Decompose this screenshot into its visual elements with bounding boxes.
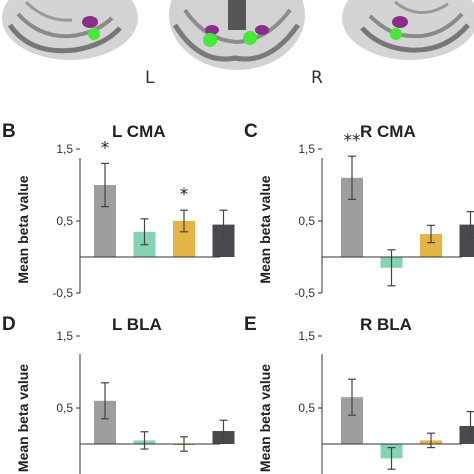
hemisphere-label-left: L	[145, 68, 155, 88]
y-tick-label: 1,5	[56, 329, 73, 343]
significance-marker: *	[101, 138, 110, 158]
y-tick-label: 1,5	[298, 329, 315, 343]
y-tick-label: 1,5	[298, 142, 315, 156]
bar	[94, 185, 116, 257]
brain-slice-left	[2, 0, 138, 60]
y-tick-label: 0,5	[56, 401, 73, 415]
bar	[341, 397, 363, 444]
panel-letter: E	[244, 314, 257, 335]
bar	[212, 224, 235, 257]
bar	[420, 233, 442, 257]
panel-letter: D	[2, 314, 16, 335]
y-tick-label: -0,5	[294, 286, 315, 300]
bar	[94, 400, 116, 444]
y-axis-label: Mean beta value	[15, 175, 31, 283]
y-tick-label: 0,5	[56, 214, 73, 228]
bar	[459, 224, 474, 257]
significance-marker: **	[344, 131, 361, 151]
brain-slice-center	[169, 0, 305, 70]
chart-panel-c: C R CMA Mean beta value 1,5 0,5 -0,5 **	[244, 121, 474, 300]
y-tick-label: 0,5	[298, 401, 315, 415]
roi-green-center-right	[243, 31, 257, 45]
panel-letter: C	[244, 121, 258, 142]
bar	[173, 221, 195, 257]
y-tick-label: 1,5	[56, 142, 73, 156]
bar	[341, 177, 363, 257]
roi-green-left	[88, 28, 100, 40]
chart-title: R BLA	[360, 315, 412, 334]
brain-slices-image	[2, 0, 474, 70]
roi-purple-left	[82, 16, 98, 28]
y-axis-label: Mean beta value	[257, 175, 273, 283]
panel-letter: B	[2, 121, 16, 142]
significance-marker: *	[180, 185, 189, 205]
chart-title: R CMA	[360, 122, 416, 141]
brain-slice-right	[342, 0, 474, 60]
y-axis-label: Mean beta value	[257, 364, 273, 472]
roi-purple-center-right	[255, 25, 269, 35]
chart-title: L CMA	[112, 122, 166, 141]
y-axis-label: Mean beta value	[15, 364, 31, 472]
bar	[459, 426, 474, 444]
y-tick-label: -0,5	[52, 286, 73, 300]
chart-panel-b: B L CMA Mean beta value 1,5 0,5 -0,5 * *	[2, 121, 235, 300]
roi-purple-right	[392, 16, 408, 28]
chart-title: L BLA	[112, 315, 162, 334]
y-tick-label: 0,5	[298, 214, 315, 228]
hemisphere-label-right: R	[311, 68, 323, 88]
roi-purple-center-left	[205, 25, 219, 35]
roi-green-center-left	[203, 33, 217, 47]
roi-green-right	[390, 28, 402, 40]
